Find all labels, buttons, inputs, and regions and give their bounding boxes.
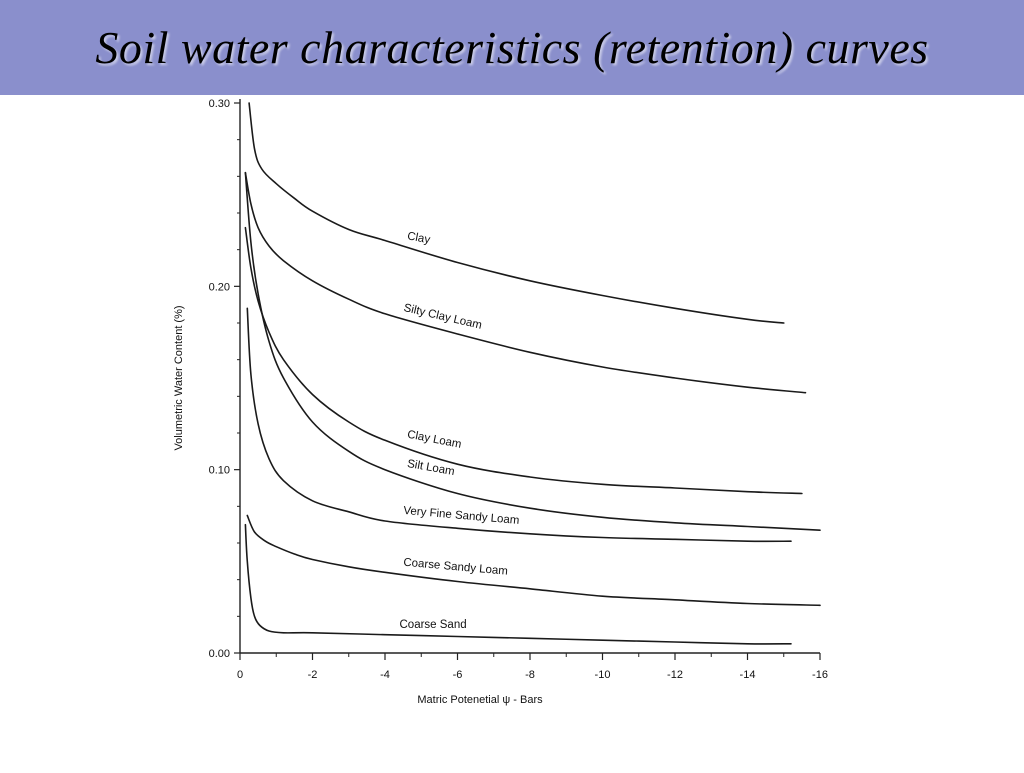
x-tick-label: -4 <box>380 669 390 681</box>
retention-curves-chart: 0.00 0.10 0.20 0.30 0 -2 -4 -6 -8 -10 -12 -14 -16 Mat… <box>173 98 828 706</box>
y-axis-title: Volumetric Water Content (%) <box>173 305 185 450</box>
chart-area: 0.00 0.10 0.20 0.30 0 -2 -4 -6 -8 -10 -12 -14 -16 Mat… <box>0 95 1024 768</box>
x-tick-label: -6 <box>453 669 463 681</box>
curve-clay-loam <box>244 226 803 495</box>
chart-axes: 0.00 0.10 0.20 0.30 0 -2 -4 -6 -8 -10 -12 -14 -16 Mat… <box>173 98 828 706</box>
chart-curves <box>244 102 821 645</box>
curve-label-coarse-sand: Coarse Sand <box>400 619 467 631</box>
x-axis-title: Matric Potenetial ψ - Bars <box>417 694 543 706</box>
y-tick-label: 0.10 <box>209 465 230 477</box>
y-tick-label: 0.30 <box>209 98 230 110</box>
slide-title: Soil water characteristics (retention) c… <box>95 22 929 73</box>
curve-coarse-sandy-loam <box>246 514 821 607</box>
curve-label-coarse-sandy-loam: Coarse Sandy Loam <box>403 557 508 578</box>
curve-coarse-sand <box>244 523 792 645</box>
curve-label-clay: Clay <box>406 230 431 246</box>
x-tick-label: 0 <box>237 669 243 681</box>
x-tick-label: -14 <box>740 669 756 681</box>
curve-very-fine-sandy-loam <box>246 307 792 543</box>
curve-label-very-fine-sandy-loam: Very Fine Sandy Loam <box>403 505 520 527</box>
slide-title-bar: Soil water characteristics (retention) c… <box>0 0 1024 95</box>
curve-clay <box>248 102 785 324</box>
curve-silty-clay-loam <box>244 171 807 394</box>
x-tick-label: -12 <box>667 669 683 681</box>
x-tick-label: -16 <box>812 669 828 681</box>
x-tick-label: -10 <box>595 669 611 681</box>
y-tick-label: 0.00 <box>209 648 230 660</box>
curve-label-clay-loam: Clay Loam <box>406 429 462 451</box>
x-tick-label: -2 <box>308 669 318 681</box>
curve-label-silty-clay-loam: Silty Clay Loam <box>402 302 483 332</box>
y-tick-label: 0.20 <box>209 281 230 293</box>
x-tick-label: -8 <box>525 669 535 681</box>
curve-silt-loam <box>244 171 821 531</box>
